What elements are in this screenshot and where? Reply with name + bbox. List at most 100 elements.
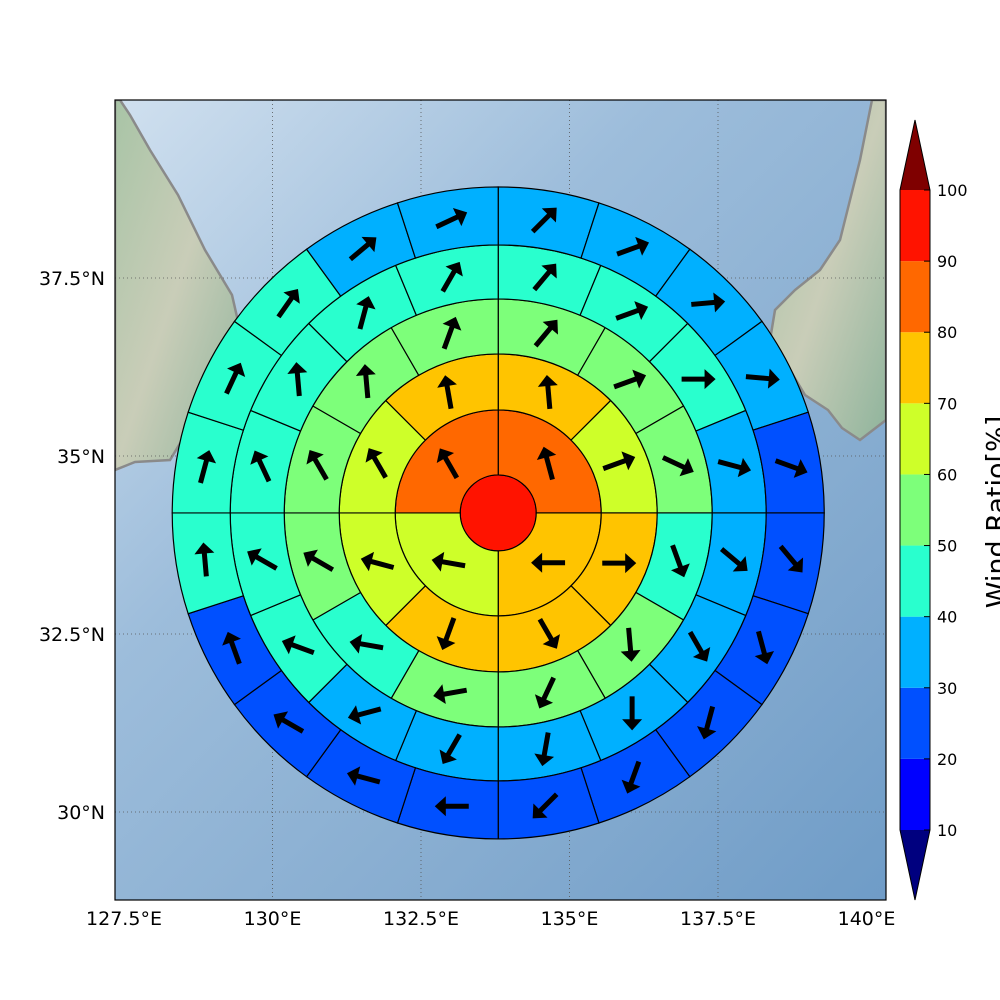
arrow-ring-5-sector-2: [616, 236, 650, 257]
arrow-ring-4-sector-5: [719, 547, 748, 572]
arrow-ring-4-sector-1: [532, 263, 557, 292]
colorbar-tick-label: 10: [937, 821, 957, 840]
arrow-ring-2-sector-3: [602, 553, 637, 574]
x-tick-label: 140°E: [838, 908, 896, 930]
arrow-ring-5-sector-6: [778, 544, 804, 573]
arrow-ring-4-sector-6: [687, 630, 711, 662]
arrow-ring-5-sector-3: [691, 292, 726, 313]
arrow-ring-2-sector-2: [602, 451, 636, 471]
arrow-ring-5-sector-10: [532, 792, 559, 819]
arrow-ring-3-sector-1: [533, 319, 558, 348]
arrow-ring-2-sector-7: [365, 448, 388, 479]
colorbar: 10 20 30 40 50 60 70 80 90 100: [899, 119, 968, 901]
colorbar-tick-label: 60: [937, 465, 957, 484]
arrow-ring-1-sector-1: [536, 446, 557, 481]
arrow-ring-5-sector-5: [774, 458, 808, 478]
colorbar-bin-80-90: [900, 261, 930, 333]
colorbar-tick-label: 80: [937, 323, 957, 342]
colorbar-bin-70-80: [900, 332, 930, 404]
arrow-ring-3-sector-2: [613, 369, 647, 390]
arrow-ring-3-sector-5: [620, 627, 641, 662]
arrow-ring-2-sector-5: [436, 617, 457, 650]
colorbar-tick-label: 20: [937, 750, 957, 769]
arrow-ring-4-sector-3: [681, 369, 716, 390]
arrow-ring-3-sector-8: [349, 633, 384, 654]
y-tick-label: 35°N: [57, 446, 105, 468]
arrow-ring-5-sector-17: [224, 362, 246, 395]
colorbar-bin-30-40: [900, 616, 930, 688]
arrow-ring-1-sector-4: [436, 448, 460, 480]
arrow-ring-1-sector-2: [531, 552, 566, 573]
arrow-ring-4-sector-14: [287, 362, 308, 397]
colorbar-label: Wind Ratio[%]: [982, 416, 1000, 608]
x-tick-label: 135°E: [541, 908, 599, 930]
arrow-ring-4-sector-7: [622, 696, 643, 731]
arrow-ring-3-sector-3: [661, 455, 694, 477]
x-axis-ticks: 127.5°E 130°E 132.5°E 135°E 137.5°E 140°E: [86, 908, 895, 930]
arrow-ring-3-sector-12: [441, 316, 462, 350]
x-tick-label: 137.5°E: [680, 908, 756, 930]
arrow-ring-4-sector-4: [717, 457, 752, 478]
arrow-ring-4-sector-12: [247, 548, 278, 571]
arrow-ring-5-sector-9: [621, 760, 642, 794]
arrow-ring-4-sector-8: [534, 732, 555, 767]
land-honshu-east: [768, 100, 886, 442]
colorbar-bin-60-70: [900, 403, 930, 475]
arrow-ring-5-sector-18: [276, 289, 300, 319]
arrow-ring-5-sector-1: [530, 207, 557, 234]
arrow-ring-4-sector-15: [356, 296, 376, 330]
colorbar-bin-10-20: [900, 758, 930, 830]
x-tick-label: 132.5°E: [383, 908, 459, 930]
arrow-ring-5-sector-19: [348, 236, 377, 262]
arrow-ring-3-sector-7: [433, 684, 468, 704]
colorbar-bin-40-50: [900, 545, 930, 617]
colorbar-tick-label: 90: [937, 252, 957, 271]
arrow-ring-2-sector-6: [360, 551, 395, 572]
arrow-ring-4-sector-13: [250, 450, 272, 483]
arrow-ring-4-sector-16: [440, 261, 463, 293]
arrow-ring-5-sector-11: [434, 796, 469, 817]
colorbar-bin-90-100: [900, 190, 930, 262]
colorbar-bin-50-60: [900, 474, 930, 546]
arrow-ring-4-sector-10: [347, 705, 382, 725]
x-tick-label: 127.5°E: [86, 908, 162, 930]
colorbar-tick-label: 70: [937, 394, 957, 413]
x-tick-label: 130°E: [244, 908, 302, 930]
arrow-ring-5-sector-8: [697, 705, 717, 740]
arrow-ring-5-sector-13: [273, 711, 305, 734]
arrow-ring-3-sector-10: [306, 449, 329, 481]
colorbar-extend-max: [900, 120, 930, 190]
y-axis-ticks: 37.5°N 35°N 32.5°N 30°N: [39, 268, 105, 824]
arrow-ring-4-sector-11: [281, 635, 315, 656]
arrow-ring-5-sector-14: [222, 631, 242, 665]
y-tick-label: 32.5°N: [39, 624, 105, 646]
arrow-ring-5-sector-16: [196, 450, 217, 484]
colorbar-tick-label: 40: [937, 608, 957, 627]
map-frame: [114, 99, 887, 901]
y-tick-label: 37.5°N: [39, 268, 105, 290]
arrow-ring-5-sector-20: [435, 208, 468, 230]
arrow-ring-4-sector-9: [439, 733, 462, 765]
arrow-ring-1-sector-3: [431, 551, 466, 572]
wind-arrows: [194, 207, 808, 819]
arrow-ring-3-sector-4: [670, 544, 690, 578]
colorbar-tick-label: 50: [937, 537, 957, 556]
arrow-ring-2-sector-4: [537, 618, 560, 649]
arrow-ring-3-sector-11: [355, 364, 376, 399]
arrow-ring-3-sector-9: [303, 549, 335, 572]
arrow-ring-4-sector-2: [615, 301, 649, 321]
arrow-ring-5-sector-4: [745, 368, 780, 389]
arrow-ring-5-sector-7: [754, 630, 775, 665]
arrow-ring-3-sector-6: [534, 676, 556, 709]
arrow-ring-2-sector-1: [537, 374, 558, 410]
arrow-ring-5-sector-12: [346, 766, 381, 786]
colorbar-tick-label: 100: [937, 181, 968, 200]
arrow-ring-2-sector-8: [437, 375, 457, 410]
colorbar-tick-label: 30: [937, 679, 957, 698]
polar-wind-grid: [172, 187, 825, 840]
colorbar-extend-min: [900, 830, 930, 900]
arrow-ring-5-sector-15: [194, 542, 215, 577]
colorbar-bin-20-30: [900, 687, 930, 759]
y-tick-label: 30°N: [57, 802, 105, 824]
